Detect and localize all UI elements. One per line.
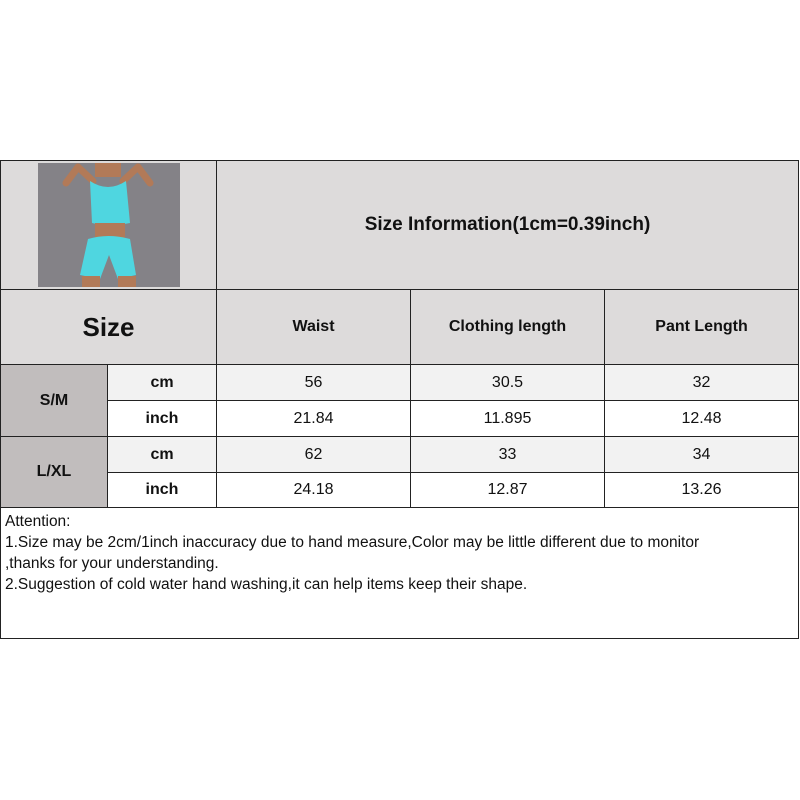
table-cell: 12.87	[411, 473, 605, 508]
table-cell: 12.48	[605, 401, 799, 437]
note-line: ,thanks for your understanding.	[5, 555, 219, 572]
product-photo	[37, 163, 180, 287]
size-chart-table: Size Information(1cm=0.39inch) Size Wais…	[0, 160, 799, 639]
attention-notes: Attention: 1.Size may be 2cm/1inch inacc…	[1, 508, 798, 638]
note-line: 2.Suggestion of cold water hand washing,…	[5, 576, 528, 593]
size-label-lxl: L/XL	[1, 437, 108, 508]
unit-label-inch: inch	[108, 401, 217, 437]
size-label-sm: S/M	[1, 365, 108, 437]
table-cell: 56	[217, 365, 411, 401]
table-cell: 13.26	[605, 473, 799, 508]
column-header-pant-length: Pant Length	[605, 290, 799, 365]
chart-title: Size Information(1cm=0.39inch)	[217, 161, 799, 290]
note-line: 1.Size may be 2cm/1inch inaccuracy due t…	[5, 534, 700, 551]
table-cell: 62	[217, 437, 411, 473]
table-cell: 32	[605, 365, 799, 401]
unit-label-cm: cm	[108, 365, 217, 401]
table-cell: 24.18	[217, 473, 411, 508]
notes-heading: Attention:	[5, 513, 71, 530]
unit-label-cm: cm	[108, 437, 217, 473]
table-cell: 11.895	[411, 401, 605, 437]
table-cell: 34	[605, 437, 799, 473]
table-cell: 30.5	[411, 365, 605, 401]
column-header-clothing-length: Clothing length	[411, 290, 605, 365]
table-cell: 33	[411, 437, 605, 473]
unit-label-inch: inch	[108, 473, 217, 508]
column-header-waist: Waist	[217, 290, 411, 365]
size-header: Size	[1, 290, 217, 365]
product-photo-cell	[1, 161, 217, 290]
table-cell: 21.84	[217, 401, 411, 437]
